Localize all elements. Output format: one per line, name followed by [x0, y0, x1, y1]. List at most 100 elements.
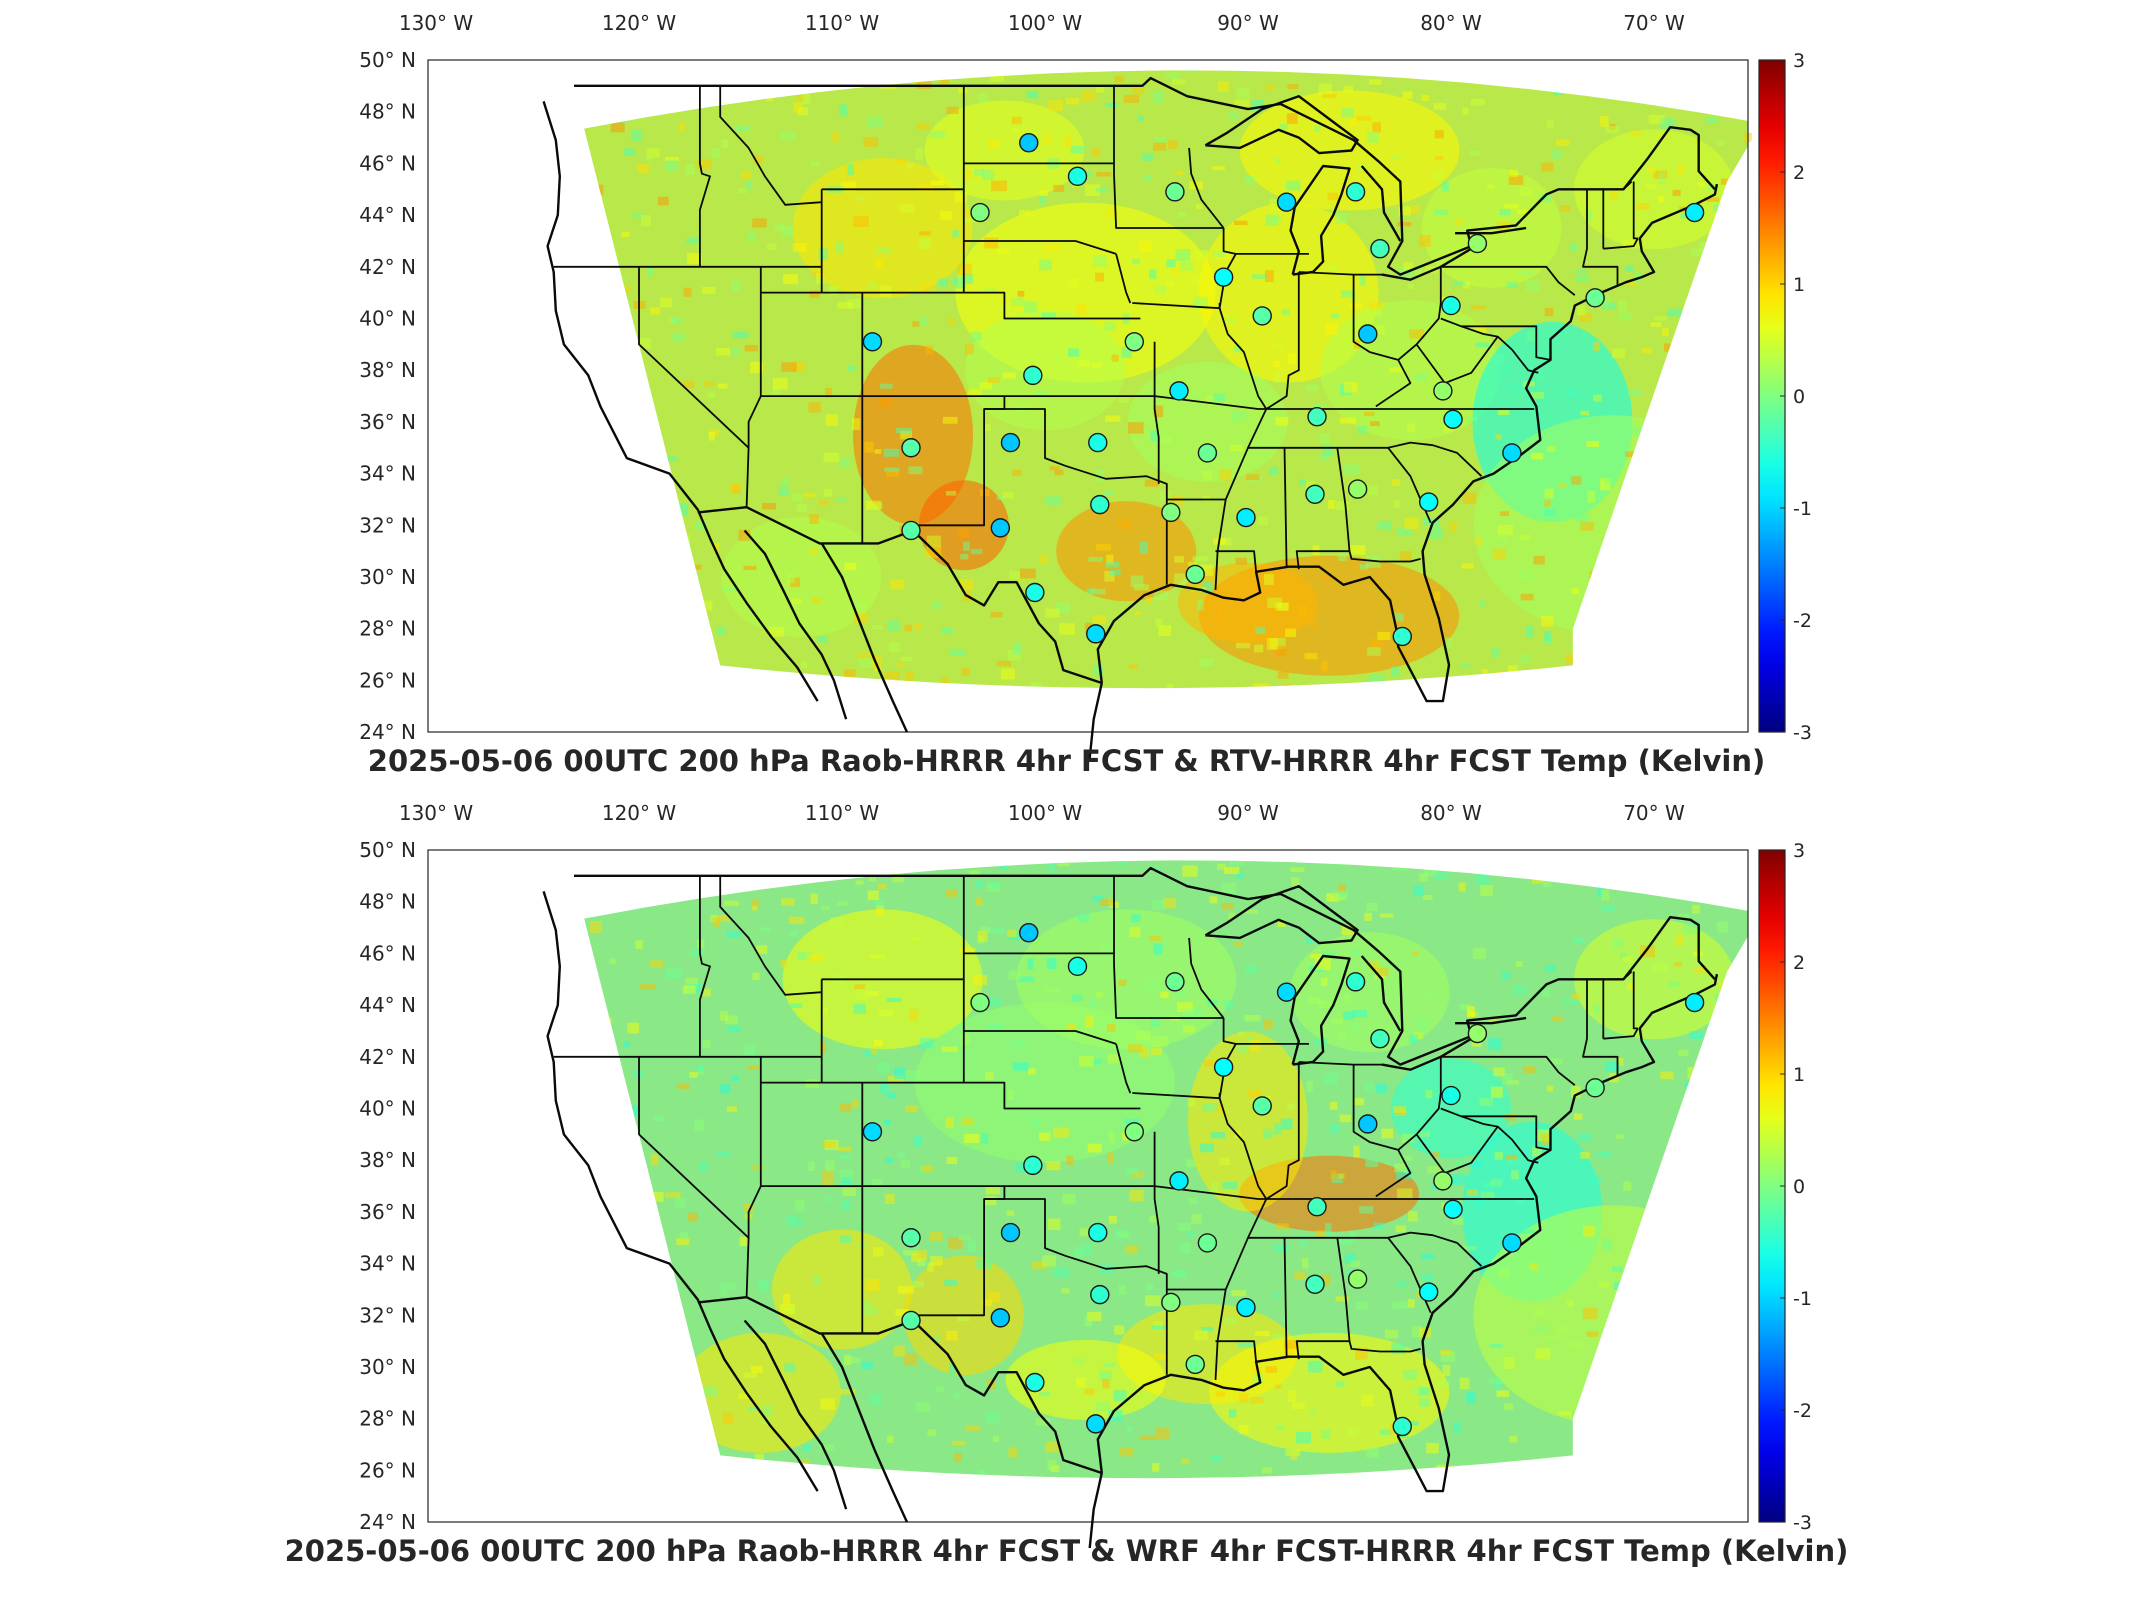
raob-station-marker	[1467, 1023, 1488, 1044]
raob-station-marker	[990, 518, 1011, 538]
raob-station-marker	[1161, 502, 1181, 523]
raob-station-marker	[1307, 1197, 1327, 1217]
raob-station-marker	[1252, 1096, 1272, 1116]
colorbar-tick-label: 3	[1793, 840, 1805, 862]
raob-station-marker	[1090, 494, 1110, 515]
colorbar-tick-label: 2	[1793, 162, 1805, 184]
raob-station-marker	[1443, 409, 1463, 430]
raob-station-marker	[1585, 288, 1605, 308]
raob-station-marker	[1370, 239, 1390, 259]
raob-station-marker	[901, 520, 921, 541]
longitude-tick-label: 70° W	[1623, 801, 1685, 825]
map-top: 130° W 120° W 110° W 100° W 90° W 80° W 70° W 5…	[359, 11, 1812, 759]
latitude-tick-label: 38° N	[359, 358, 416, 382]
colorbar-tick-label: 0	[1793, 1176, 1805, 1198]
latitude-tick-label: 50° N	[359, 838, 416, 862]
raob-station-marker	[1067, 166, 1088, 187]
raob-station-marker	[1347, 1269, 1368, 1289]
raob-station-marker	[970, 202, 990, 223]
latitude-tick-label: 36° N	[359, 410, 416, 434]
latitude-tick-label: 28° N	[359, 617, 416, 641]
raob-station-marker	[1124, 332, 1145, 352]
raob-station-marker	[1252, 306, 1272, 326]
raob-station-marker	[1169, 381, 1189, 401]
raob-station-marker	[990, 1308, 1011, 1328]
raob-station-marker	[1307, 407, 1327, 427]
raob-station-marker	[1502, 1233, 1522, 1253]
raob-station-marker	[1305, 1274, 1325, 1294]
raob-station-marker	[1236, 507, 1256, 528]
map-bottom: 130° W 120° W 110° W 100° W 90° W 80° W 70° W 5…	[359, 801, 1812, 1549]
raob-station-marker	[1000, 1222, 1021, 1243]
raob-station-marker	[1467, 233, 1488, 254]
raob-station-marker	[1370, 1029, 1390, 1049]
raob-station-marker	[1023, 365, 1043, 386]
longitude-tick-label: 130° W	[399, 801, 474, 825]
latitude-tick-label: 38° N	[359, 1148, 416, 1172]
raob-station-marker	[1019, 923, 1039, 943]
raob-station-marker	[1585, 1078, 1605, 1098]
latitude-tick-label: 44° N	[359, 993, 416, 1017]
latitude-tick-label: 28° N	[359, 1407, 416, 1431]
raob-station-marker	[1023, 1155, 1043, 1176]
panel-top-title: 2025-05-06 00UTC 200 hPa Raob-HRRR 4hr F…	[367, 744, 1766, 778]
raob-station-marker	[1086, 1414, 1106, 1434]
longitude-tick-label: 110° W	[805, 11, 880, 35]
latitude-tick-label: 40° N	[359, 307, 416, 331]
longitude-tick-label: 110° W	[805, 801, 880, 825]
raob-station-marker	[1684, 202, 1705, 223]
raob-station-marker	[1197, 1233, 1218, 1253]
longitude-tick-label: 90° W	[1217, 11, 1279, 35]
longitude-tick-label: 100° W	[1008, 801, 1083, 825]
colorbar-tick-label: 2	[1793, 952, 1805, 974]
raob-station-marker	[1418, 1282, 1439, 1302]
raob-station-marker	[1067, 956, 1088, 977]
colorbar-tick-label: 0	[1793, 386, 1805, 408]
raob-station-marker	[1441, 1085, 1461, 1106]
raob-station-marker	[1197, 443, 1218, 463]
latitude-tick-label: 46° N	[359, 941, 416, 965]
raob-station-marker	[1358, 324, 1378, 344]
latitude-tick-label: 42° N	[359, 1045, 416, 1069]
raob-station-marker	[1090, 1284, 1110, 1305]
latitude-tick-label: 24° N	[359, 1510, 416, 1534]
raob-station-marker	[1185, 1354, 1205, 1375]
raob-station-marker	[1161, 1292, 1181, 1313]
raob-station-marker	[970, 992, 990, 1013]
raob-station-marker	[1213, 267, 1234, 287]
longitude-tick-label: 120° W	[602, 801, 677, 825]
panel-bottom-title: 2025-05-06 00UTC 200 hPa Raob-HRRR 4hr F…	[284, 1534, 1849, 1568]
latitude-tick-label: 32° N	[359, 513, 416, 537]
latitude-tick-label: 30° N	[359, 1355, 416, 1379]
raob-station-marker	[1347, 479, 1368, 499]
colorbar-tick-label: -2	[1793, 1400, 1812, 1422]
longitude-tick-label: 70° W	[1623, 11, 1685, 35]
raob-station-marker	[1165, 972, 1185, 992]
latitude-tick-label: 30° N	[359, 565, 416, 589]
raob-station-marker	[1502, 443, 1522, 463]
raob-station-marker	[1276, 982, 1297, 1002]
latitude-tick-label: 36° N	[359, 1200, 416, 1224]
raob-station-marker	[1345, 972, 1366, 992]
latitude-tick-label: 34° N	[359, 1252, 416, 1276]
latitude-tick-label: 26° N	[359, 668, 416, 692]
latitude-tick-label: 32° N	[359, 1303, 416, 1327]
colorbar-tick-label: -1	[1793, 1288, 1812, 1310]
raob-station-marker	[1305, 484, 1325, 504]
panel-top: 130° W 120° W 110° W 100° W 90° W 80° W 70° W 5…	[359, 11, 1812, 778]
longitude-tick-label: 120° W	[602, 11, 677, 35]
latitude-tick-label: 34° N	[359, 462, 416, 486]
latitude-tick-label: 24° N	[359, 720, 416, 744]
raob-station-marker	[1025, 1372, 1045, 1393]
latitude-tick-label: 48° N	[359, 100, 416, 124]
raob-station-marker	[1019, 133, 1039, 153]
latitude-tick-label: 46° N	[359, 151, 416, 175]
longitude-tick-label: 80° W	[1420, 11, 1482, 35]
raob-station-marker	[1441, 295, 1461, 316]
raob-station-marker	[1443, 1199, 1463, 1220]
raob-station-marker	[1000, 432, 1021, 453]
latitude-tick-label: 50° N	[359, 48, 416, 72]
latitude-tick-label: 40° N	[359, 1097, 416, 1121]
raob-station-marker	[1169, 1171, 1189, 1191]
raob-station-marker	[1165, 182, 1185, 202]
